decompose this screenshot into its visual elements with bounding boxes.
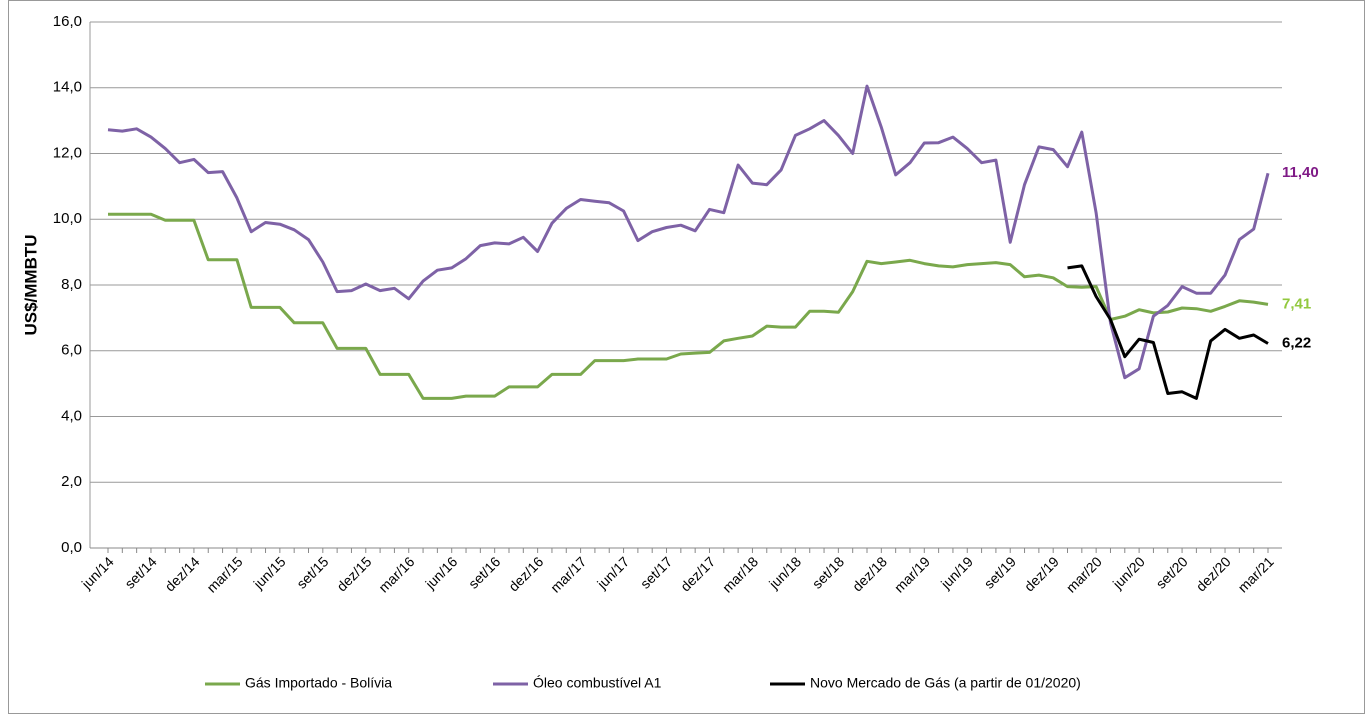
x-tick-label: mar/15 xyxy=(204,553,246,595)
y-tick-label: 4,0 xyxy=(61,407,82,424)
x-tick-label: dez/20 xyxy=(1193,553,1234,594)
x-tick-label: set/19 xyxy=(981,553,1019,591)
data-label: 7,41 xyxy=(1282,295,1311,312)
x-tick-label: set/20 xyxy=(1153,553,1191,591)
x-tick-label: jun/20 xyxy=(1109,553,1148,592)
x-tick-label: jun/18 xyxy=(765,553,804,592)
x-tick-label: jun/19 xyxy=(937,553,976,592)
y-tick-label: 12,0 xyxy=(53,144,82,161)
x-tick-label: mar/19 xyxy=(891,553,933,595)
data-label: 6,22 xyxy=(1282,334,1311,351)
x-tick-label: set/17 xyxy=(637,553,675,591)
x-tick-label: dez/17 xyxy=(677,553,718,594)
x-tick-label: jun/14 xyxy=(78,553,117,592)
legend: Gás Importado - Bolívia Óleo combustível… xyxy=(205,675,1081,691)
x-tick-label: mar/21 xyxy=(1235,553,1277,595)
x-tick-label: set/16 xyxy=(465,553,503,591)
y-tick-label: 0,0 xyxy=(61,539,82,556)
x-tick-label: set/18 xyxy=(809,553,847,591)
y-axis-title: US$/MMBTU xyxy=(21,234,40,335)
series-line xyxy=(107,84,1270,380)
x-tick-label: mar/16 xyxy=(375,553,417,595)
y-tick-label: 8,0 xyxy=(61,276,82,293)
chart-border xyxy=(8,0,1365,714)
x-tick-label: mar/20 xyxy=(1063,553,1105,595)
y-tick-label: 14,0 xyxy=(53,79,82,96)
x-tick-label: set/14 xyxy=(121,553,159,591)
legend-label: Gás Importado - Bolívia xyxy=(245,675,392,691)
x-tick-label: mar/17 xyxy=(547,553,589,595)
x-tick-label: jun/16 xyxy=(421,553,460,592)
x-tick-label: dez/14 xyxy=(162,553,203,594)
y-tick-label: 16,0 xyxy=(53,13,82,30)
x-tick-label: dez/19 xyxy=(1021,553,1062,594)
y-tick-label: 2,0 xyxy=(61,473,82,490)
x-tick-label: dez/15 xyxy=(333,553,374,594)
y-tick-label: 10,0 xyxy=(53,210,82,227)
x-tick-label: jun/17 xyxy=(593,553,632,592)
series-line xyxy=(1067,264,1269,400)
series-line xyxy=(108,212,1269,400)
x-tick-label: jun/15 xyxy=(250,553,289,592)
x-tick-label: mar/18 xyxy=(719,553,761,595)
legend-label: Novo Mercado de Gás (a partir de 01/2020… xyxy=(810,675,1081,691)
data-label: 11,40 xyxy=(1282,164,1319,181)
legend-label: Óleo combustível A1 xyxy=(533,675,662,691)
x-tick-label: dez/18 xyxy=(849,553,890,594)
y-tick-label: 6,0 xyxy=(61,342,82,359)
x-tick-label: dez/16 xyxy=(505,553,546,594)
x-tick-label: set/15 xyxy=(293,553,331,591)
